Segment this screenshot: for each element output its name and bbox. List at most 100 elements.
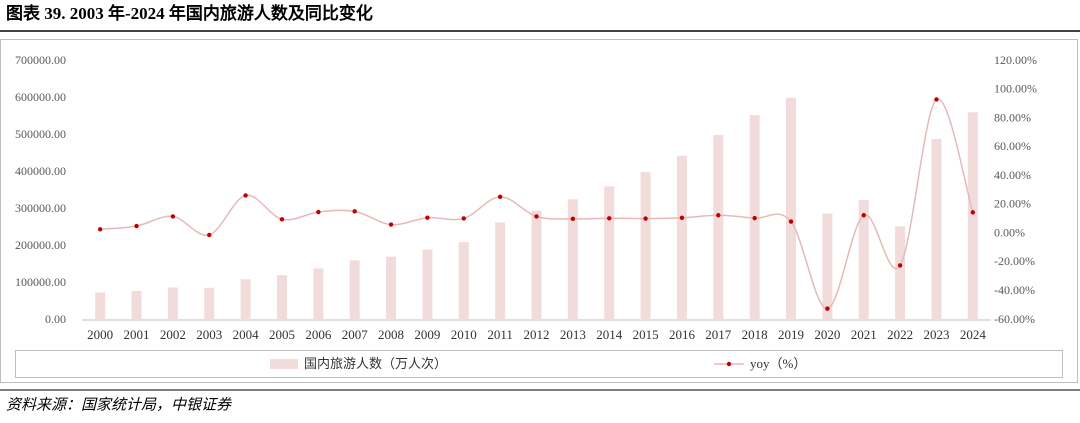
y2-tick-label: 40.00%	[994, 168, 1031, 182]
bar	[713, 134, 724, 320]
x-tick-label: 2006	[305, 327, 332, 342]
yoy-marker	[534, 214, 539, 219]
bar	[931, 139, 942, 320]
bar	[967, 112, 978, 321]
x-tick-label: 2016	[669, 327, 696, 342]
yoy-marker	[170, 214, 176, 219]
yoy-marker	[934, 97, 939, 102]
source: 资料来源：国家统计局，中银证券	[6, 396, 232, 413]
bar	[95, 292, 106, 320]
yoy-marker	[825, 306, 830, 311]
yoy-marker	[425, 215, 430, 220]
yoy-marker	[570, 216, 576, 222]
x-tick-label: 2003	[196, 327, 222, 342]
x-tick-label: 2019	[778, 327, 804, 342]
bar	[640, 172, 651, 320]
legend-label: yoy（%）	[750, 356, 806, 371]
bar	[204, 287, 215, 320]
x-tick-label: 2024	[960, 327, 987, 342]
bar	[240, 279, 251, 320]
yoy-marker	[243, 193, 248, 198]
x-tick-label: 2020	[814, 327, 840, 342]
x-tick-label: 2012	[524, 327, 550, 342]
bar	[567, 199, 578, 320]
bar	[313, 268, 324, 320]
x-tick-label: 2018	[742, 327, 768, 342]
y2-tick-label: -40.00%	[994, 283, 1035, 297]
y2-tick-label: 20.00%	[994, 197, 1031, 211]
x-tick-label: 2022	[887, 327, 913, 342]
yoy-marker	[970, 210, 976, 215]
y-tick-label: 600000.00	[15, 90, 66, 104]
yoy-marker	[497, 194, 503, 200]
yoy-marker	[752, 215, 757, 221]
x-tick-label: 2002	[160, 327, 186, 342]
x-tick-label: 2009	[414, 327, 440, 342]
x-tick-label: 2017	[705, 327, 732, 342]
bar	[895, 226, 906, 320]
y2-tick-label: -20.00%	[994, 254, 1035, 268]
y2-tick-label: 120.00%	[994, 53, 1037, 67]
yoy-marker	[607, 216, 612, 221]
x-tick-label: 2023	[923, 327, 949, 342]
y2-tick-label: 80.00%	[994, 110, 1031, 124]
bar	[458, 242, 469, 320]
yoy-marker	[461, 216, 466, 221]
y-tick-label: 200000.00	[15, 238, 66, 252]
x-tick-label: 2007	[342, 327, 369, 342]
yoy-marker	[352, 209, 357, 214]
x-tick-label: 2001	[124, 327, 150, 342]
y2-tick-label: 0.00%	[994, 225, 1025, 239]
x-tick-label: 2015	[633, 327, 659, 342]
legend-marker	[726, 361, 732, 367]
y-tick-label: 500000.00	[15, 127, 66, 141]
yoy-marker	[134, 223, 139, 229]
x-tick-label: 2005	[269, 327, 295, 342]
y-tick-label: 700000.00	[15, 53, 66, 67]
yoy-marker	[97, 227, 103, 232]
x-tick-label: 2004	[233, 327, 260, 342]
legend-label: 国内旅游人数（万人次）	[304, 356, 447, 371]
yoy-marker	[861, 213, 866, 218]
chart-frame	[0, 39, 1078, 383]
x-tick-label: 2011	[487, 327, 513, 342]
bar	[676, 155, 687, 320]
yoy-marker	[897, 263, 903, 268]
x-tick-label: 2013	[560, 327, 586, 342]
y-tick-label: 0.00	[45, 312, 66, 326]
yoy-marker	[679, 215, 685, 221]
yoy-marker	[788, 219, 794, 224]
y-tick-label: 100000.00	[15, 275, 66, 289]
y-tick-label: 400000.00	[15, 164, 66, 178]
bar	[167, 287, 178, 320]
yoy-marker	[207, 232, 212, 238]
legend-box	[15, 350, 1063, 378]
x-tick-label: 2008	[378, 327, 404, 342]
x-tick-label: 2021	[851, 327, 877, 342]
bar	[276, 275, 287, 320]
yoy-marker	[279, 217, 285, 222]
yoy-marker	[716, 213, 721, 218]
bar	[858, 199, 869, 320]
bar	[422, 249, 433, 320]
y2-tick-label: 60.00%	[994, 139, 1031, 153]
x-tick-label: 2014	[596, 327, 623, 342]
x-tick-label: 2000	[87, 327, 113, 342]
legend-swatch	[270, 359, 298, 369]
bar	[604, 186, 615, 320]
bar	[822, 213, 833, 320]
y2-tick-label: 100.00%	[994, 82, 1037, 96]
bar	[349, 260, 360, 320]
bar	[531, 210, 542, 320]
bar	[786, 97, 797, 320]
bar	[386, 256, 397, 320]
yoy-marker	[388, 222, 394, 227]
yoy-marker	[316, 209, 321, 215]
y2-tick-label: -60.00%	[994, 312, 1035, 326]
bar	[495, 222, 506, 320]
figure-title: 图表 39. 2003 年-2024 年国内旅游人数及同比变化	[6, 3, 373, 23]
bar	[131, 290, 142, 320]
y-tick-label: 300000.00	[15, 201, 66, 215]
yoy-marker	[643, 216, 648, 221]
